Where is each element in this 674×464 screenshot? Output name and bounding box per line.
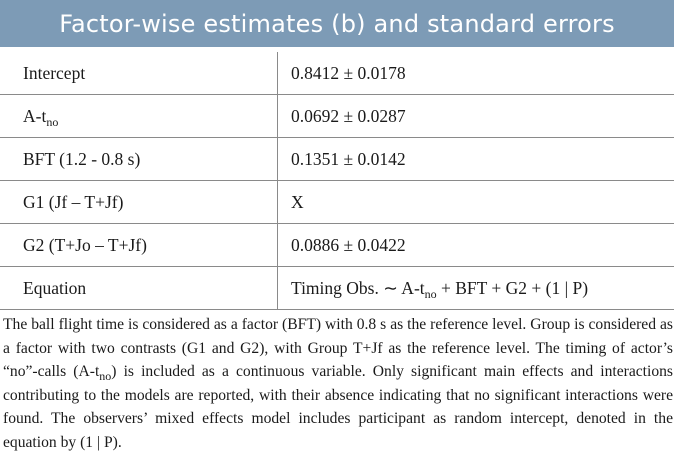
footnote-subscript: no [99, 369, 112, 383]
equation-suffix: + BFT + G2 + (1 | P) [436, 277, 589, 298]
footnote-text-1: The ball flight time is considered as a … [3, 316, 673, 380]
estimate-cell: 0.1351 ± 0.0142 [277, 137, 674, 181]
factor-cell: Intercept [0, 52, 278, 95]
table-row: A-tno 0.0692 ± 0.0287 [0, 94, 674, 138]
factor-cell: G1 (Jf – T+Jf) [0, 180, 278, 224]
factor-cell: BFT (1.2 - 0.8 s) [0, 137, 278, 181]
factor-cell: A-tno [0, 94, 278, 138]
table-row: BFT (1.2 - 0.8 s) 0.1351 ± 0.0142 [0, 137, 674, 181]
table-footnote: The ball flight time is considered as a … [3, 313, 673, 454]
footnote-paragraph: The ball flight time is considered as a … [3, 313, 673, 454]
estimate-cell: X [277, 180, 674, 224]
table-title: Factor-wise estimates (b) and standard e… [0, 0, 674, 47]
equation-prefix: Timing Obs. ∼ A-t [291, 277, 425, 298]
table-row: Intercept 0.8412 ± 0.0178 [0, 52, 674, 95]
factor-subscript: no [46, 114, 59, 129]
estimate-cell: 0.0886 ± 0.0422 [277, 223, 674, 267]
equation-subscript: no [424, 286, 437, 301]
table-row: Equation Timing Obs. ∼ A-tno + BFT + G2 … [0, 266, 674, 310]
footnote-text-2: ) is included as a continuous variable. … [3, 363, 673, 451]
estimates-table: Intercept 0.8412 ± 0.0178 A-tno 0.0692 ±… [0, 52, 674, 310]
table-row: G1 (Jf – T+Jf) X [0, 180, 674, 224]
equation-cell: Timing Obs. ∼ A-tno + BFT + G2 + (1 | P) [277, 266, 674, 310]
table-row: G2 (T+Jo – T+Jf) 0.0886 ± 0.0422 [0, 223, 674, 267]
factor-cell: G2 (T+Jo – T+Jf) [0, 223, 278, 267]
factor-main: A-t [23, 105, 47, 126]
estimate-cell: 0.8412 ± 0.0178 [277, 52, 674, 95]
estimate-cell: 0.0692 ± 0.0287 [277, 94, 674, 138]
factor-cell: Equation [0, 266, 278, 310]
